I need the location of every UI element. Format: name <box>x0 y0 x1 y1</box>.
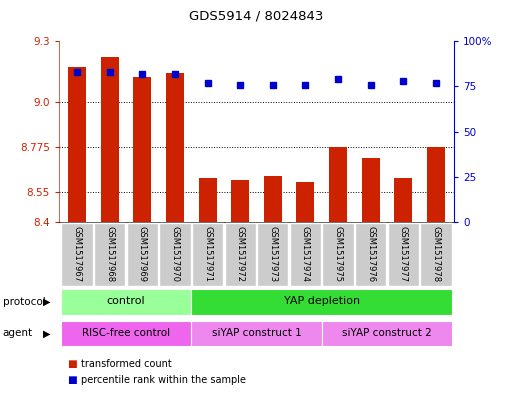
Bar <box>191 321 322 346</box>
Bar <box>290 223 321 286</box>
Bar <box>199 178 216 222</box>
Text: ▶: ▶ <box>44 297 51 307</box>
Text: ▶: ▶ <box>44 329 51 338</box>
Bar <box>231 180 249 222</box>
Bar <box>191 289 452 315</box>
Bar <box>127 223 158 286</box>
Bar <box>355 223 386 286</box>
Bar <box>192 223 223 286</box>
Text: percentile rank within the sample: percentile rank within the sample <box>81 375 246 385</box>
Bar <box>257 223 288 286</box>
Bar <box>323 223 354 286</box>
Text: GSM1517978: GSM1517978 <box>431 226 441 283</box>
Text: GSM1517977: GSM1517977 <box>399 226 408 283</box>
Bar <box>329 147 347 222</box>
Bar <box>322 321 452 346</box>
Text: transformed count: transformed count <box>81 358 172 369</box>
Text: siYAP construct 2: siYAP construct 2 <box>342 328 432 338</box>
Bar <box>166 73 184 222</box>
Bar <box>61 321 191 346</box>
Text: control: control <box>107 296 145 307</box>
Text: GSM1517976: GSM1517976 <box>366 226 375 283</box>
Text: agent: agent <box>3 329 33 338</box>
Bar <box>68 67 86 222</box>
Text: siYAP construct 1: siYAP construct 1 <box>212 328 301 338</box>
Text: GDS5914 / 8024843: GDS5914 / 8024843 <box>189 10 324 23</box>
Text: GSM1517971: GSM1517971 <box>203 226 212 283</box>
Bar <box>388 223 419 286</box>
Bar <box>61 223 93 286</box>
Text: ■: ■ <box>67 358 76 369</box>
Text: GSM1517967: GSM1517967 <box>72 226 82 283</box>
Text: GSM1517969: GSM1517969 <box>138 226 147 283</box>
Bar <box>61 289 191 315</box>
Text: protocol: protocol <box>3 297 45 307</box>
Text: ■: ■ <box>67 375 76 385</box>
Text: RISC-free control: RISC-free control <box>82 328 170 338</box>
Text: GSM1517968: GSM1517968 <box>105 226 114 283</box>
Text: GSM1517972: GSM1517972 <box>235 226 245 283</box>
Bar <box>159 223 190 286</box>
Bar <box>133 77 151 222</box>
Bar <box>297 182 314 222</box>
Bar <box>264 176 282 222</box>
Bar <box>101 57 119 222</box>
Bar <box>427 147 445 222</box>
Text: GSM1517970: GSM1517970 <box>170 226 180 283</box>
Text: GSM1517975: GSM1517975 <box>333 226 343 283</box>
Bar <box>362 158 380 222</box>
Text: GSM1517973: GSM1517973 <box>268 226 278 283</box>
Bar <box>394 178 412 222</box>
Text: GSM1517974: GSM1517974 <box>301 226 310 283</box>
Text: YAP depletion: YAP depletion <box>284 296 360 307</box>
Bar <box>225 223 256 286</box>
Bar <box>420 223 452 286</box>
Bar <box>94 223 125 286</box>
